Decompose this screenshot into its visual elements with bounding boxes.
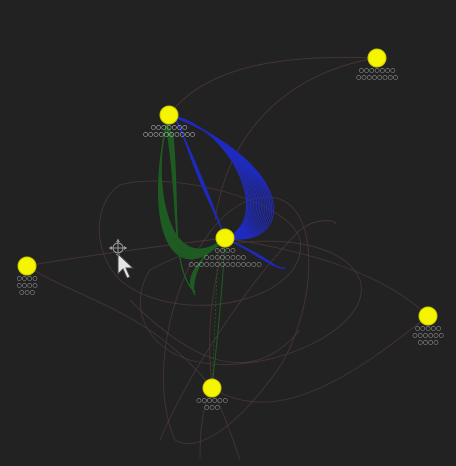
node-label-line: ○○○ xyxy=(19,289,35,296)
graph-node-top-right: ○○○○○○○○○○○○○○○ xyxy=(356,48,398,81)
graph-edge-green xyxy=(211,244,219,389)
node-label-line: ○○○○○○○○ xyxy=(356,74,398,81)
graph-edge xyxy=(139,240,362,365)
node-label-line: ○○○○○○○○○○ xyxy=(143,131,195,138)
graph-edge-green xyxy=(211,237,226,389)
node-label-line: ○○○ xyxy=(204,404,220,411)
graph-edge xyxy=(98,180,301,306)
node-circle xyxy=(159,105,179,125)
edge-layer-blue xyxy=(168,114,286,269)
edge-layer-default xyxy=(26,56,429,461)
graph-edge xyxy=(26,265,213,389)
graph-node-left: ○○○○○○○○○○○ xyxy=(17,256,38,296)
node-circle xyxy=(215,228,235,248)
node-label-line: ○○○○○○ xyxy=(196,397,227,404)
graph-edge xyxy=(26,237,226,267)
graph-node-hub: ○○○○○○○○○○○○○○○○○ xyxy=(143,105,195,138)
node-layer: ○○○○○○○○○○○○○○○○○○○○○○○○○○○○○○○○○○○○○○○○… xyxy=(17,48,444,411)
edge-layer-green xyxy=(158,114,226,389)
graph-edge xyxy=(168,56,378,116)
graph-edge-green xyxy=(172,134,196,293)
node-label-line: ○○○○○○ xyxy=(412,332,443,339)
node-label-line: ○○○○ xyxy=(17,275,38,282)
graph-node-bottom: ○○○○○○○○○ xyxy=(196,378,228,411)
node-label-line: ○○○○○ xyxy=(415,325,441,332)
graph-edge xyxy=(224,237,429,317)
node-label-line: ○○○○ xyxy=(215,247,236,254)
graph-node-center: ○○○○○○○○○○○○○○○○○○○○○○○○○○ xyxy=(188,228,262,268)
node-circle xyxy=(418,306,438,326)
node-circle xyxy=(202,378,222,398)
graph-node-right: ○○○○○○○○○○○○○○○ xyxy=(412,306,444,346)
node-label-line: ○○○○ xyxy=(418,339,439,346)
mouse-cursor xyxy=(109,239,135,279)
graph-edge xyxy=(209,237,226,389)
node-label-line: ○○○○○○○ xyxy=(151,124,188,131)
node-label-line: ○○○○ xyxy=(17,282,38,289)
graph-edge xyxy=(129,299,301,364)
pointer-arrow-icon xyxy=(117,252,135,279)
graph-edge-blue xyxy=(224,237,286,269)
graph-edge xyxy=(214,57,378,221)
node-label-line: ○○○○○○○ xyxy=(359,67,396,74)
graph-edge xyxy=(211,315,429,403)
node-circle xyxy=(367,48,387,68)
graph-edge-green xyxy=(189,237,226,296)
graph-edge-blue xyxy=(168,114,275,240)
graph-edge xyxy=(159,220,337,441)
node-circle xyxy=(17,256,37,276)
graph-edge xyxy=(162,196,310,444)
node-label-line: ○○○○○○○○ xyxy=(204,254,246,261)
node-label-line: ○○○○○○○○○○○○○○ xyxy=(188,261,261,268)
